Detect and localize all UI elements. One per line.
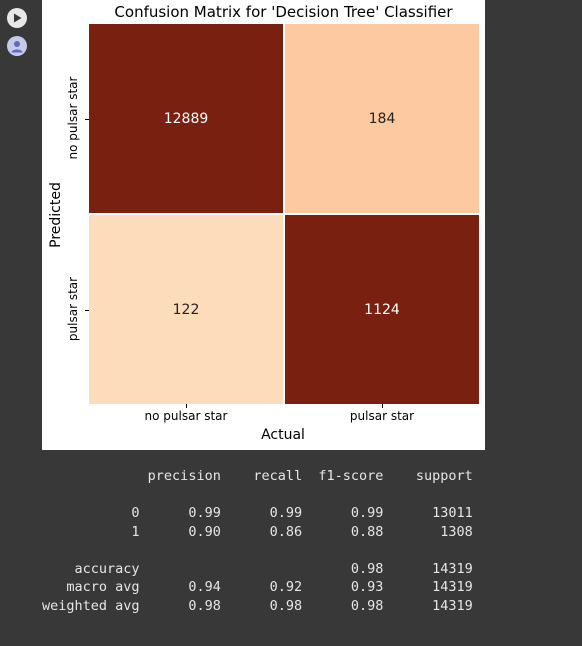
report-cell: support [383, 468, 473, 484]
report-spacer [42, 486, 473, 505]
report-cell [221, 542, 302, 558]
chart-title: Confusion Matrix for 'Decision Tree' Cla… [114, 3, 453, 21]
report-cell: macro avg [42, 579, 140, 595]
report-cell: 0 [42, 505, 140, 521]
heatmap-cell: 12889 [89, 24, 283, 213]
report-cell: f1-score [302, 468, 384, 484]
report-cell: 0.93 [302, 579, 384, 595]
report-cell: 14319 [383, 579, 473, 595]
report-header-row: precision recall f1-score support [42, 467, 473, 486]
report-cell: 0.99 [220, 505, 303, 521]
report-row [42, 541, 473, 560]
report-row: 0 0.99 0.99 0.99 13011 [42, 504, 473, 523]
report-cell [42, 542, 140, 558]
report-cell: accuracy [42, 560, 140, 577]
report-cell: 0.86 [220, 523, 303, 540]
report-cell: 1308 [383, 523, 473, 540]
heatmap-cell: 122 [89, 215, 283, 404]
report-cell: 0.92 [220, 579, 303, 595]
heatmap-cell: 184 [285, 24, 479, 213]
x-tick-label: pulsar star [349, 409, 415, 423]
cell-value: 12889 [163, 110, 209, 127]
report-cell [42, 468, 140, 484]
confusion-matrix-figure: Confusion Matrix for 'Decision Tree' Cla… [42, 0, 485, 450]
cell-value: 122 [172, 301, 200, 318]
report-row: weighted avg 0.98 0.98 0.98 14319 [42, 597, 473, 616]
report-cell [140, 561, 221, 577]
person-icon [11, 41, 23, 53]
report-cell: 14319 [383, 560, 473, 577]
x-tick-mark [186, 404, 187, 408]
report-cell: 0.99 [302, 505, 384, 521]
y-tick-mark [85, 118, 89, 120]
report-cell: 0.90 [139, 523, 221, 540]
cell-value: 1124 [364, 301, 400, 318]
report-cell: 0.98 [302, 560, 384, 577]
report-cell: 0.98 [139, 597, 221, 614]
y-tick-label: pulsar star [66, 276, 80, 341]
report-cell [140, 542, 221, 558]
report-cell: precision [139, 468, 221, 484]
y-tick-mark [85, 309, 89, 311]
report-cell: 0.98 [220, 597, 303, 614]
x-tick-label: no pulsar star [144, 409, 228, 423]
heatmap-cell: 1124 [285, 215, 479, 404]
report-row: macro avg 0.94 0.92 0.93 14319 [42, 578, 473, 597]
report-cell: 0.88 [302, 523, 384, 540]
x-axis-label: Actual [261, 427, 305, 443]
report-cell [383, 542, 472, 558]
report-cell: 0.94 [139, 579, 221, 595]
play-circle-icon[interactable] [7, 8, 27, 28]
report-cell: 14319 [383, 597, 473, 614]
y-axis-label: Predicted [48, 182, 64, 248]
report-cell [302, 542, 383, 558]
x-tick-mark [382, 404, 383, 408]
cell-value: 184 [368, 110, 396, 127]
report-cell: 13011 [383, 505, 473, 521]
report-cell: recall [220, 468, 303, 484]
report-cell: 0.98 [302, 597, 384, 614]
classification-report: precision recall f1-score support 0 0.99… [42, 467, 473, 615]
user-avatar-icon[interactable] [7, 36, 27, 56]
report-row: accuracy 0.98 14319 [42, 560, 473, 579]
y-tick-label: no pulsar star [66, 76, 80, 159]
report-row: 1 0.90 0.86 0.88 1308 [42, 523, 473, 542]
play-icon [14, 13, 22, 23]
report-cell: weighted avg [42, 597, 140, 614]
report-cell: 0.99 [139, 505, 221, 521]
report-cell: 1 [42, 523, 140, 540]
report-cell [221, 561, 302, 577]
